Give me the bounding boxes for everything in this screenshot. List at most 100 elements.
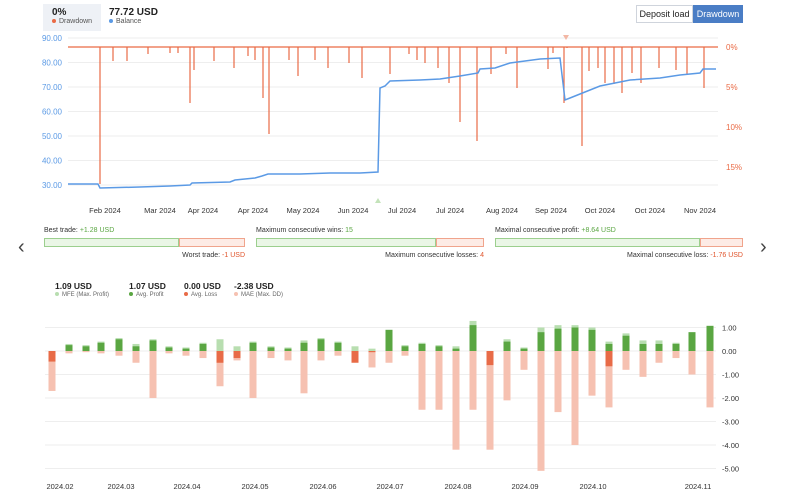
balance-legend: Balance [109,18,141,25]
y-right-tick-label: 15% [726,163,742,172]
worst-trade: Worst trade: -1 USD [180,252,245,259]
loss-bar [605,351,613,367]
loss-bar [368,351,376,353]
mae-bar [486,351,494,450]
x-tick-label: Feb 2024 [89,206,121,215]
drawdown-button[interactable]: Drawdown [693,5,743,23]
mae-bar [655,351,663,363]
profit-bar [520,348,528,351]
x-tick-label: Apr 2024 [238,206,268,215]
y-tick-label: 0.00 [722,347,737,356]
x-tick-label: 2024.04 [173,482,200,491]
profit-bar [165,347,173,351]
drawdown-legend: Drawdown [52,18,92,25]
mae-bar [82,351,90,353]
y-left-tick-label: 30.00 [42,181,63,190]
balance-line [68,57,716,189]
max-consecutive-profit: Maximal consecutive profit: +8.64 USD [495,227,616,234]
mfe-bar [368,348,376,351]
profit-bar [639,343,647,351]
mfe-bar [233,346,241,351]
best-trade: Best trade: +1.28 USD [44,227,114,234]
profit-bar [385,329,393,351]
profit-bar [503,341,511,351]
worst-trade-label: Worst trade: [182,252,221,259]
mfe-legend: MFE (Max. Profit) [55,292,109,298]
x-tick-label: 2024.06 [309,482,336,491]
y-right-tick-label: 0% [726,43,738,52]
profit-bar [65,345,73,351]
mfe-value: 1.09 USD [55,281,92,291]
mfe-label: MFE (Max. Profit) [62,292,110,298]
max-losses-bar [436,238,484,247]
y-left-tick-label: 40.00 [42,157,63,166]
x-tick-label: 2024.02 [46,482,73,491]
x-tick-label: Mar 2024 [144,206,176,215]
avg-loss-dot-icon [184,292,188,297]
profit-bar [182,348,190,351]
x-tick-label: Apr 2024 [188,206,218,215]
deposit-load-button[interactable]: Deposit load [636,5,693,23]
x-tick-label: Oct 2024 [585,206,615,215]
profit-bar [132,346,140,351]
max-loss-value: -1.76 USD [710,252,743,259]
mae-bar [216,351,224,387]
y-tick-label: -5.00 [722,465,739,474]
best-trade-value: +1.28 USD [79,227,115,234]
prev-arrow-icon[interactable]: ‹ [18,236,25,258]
mae-bar [300,351,308,394]
x-tick-label: Jul 2024 [388,206,416,215]
max-loss-bar [700,238,743,247]
loss-bar [216,351,224,363]
x-tick-label: 2024.09 [511,482,538,491]
avg-profit-label: Avg. Profit [136,292,164,298]
mae-bar [571,351,579,445]
profit-bar [401,346,409,351]
x-tick-label: 2024.07 [376,482,403,491]
max-wins-bar [256,238,436,247]
avg-profit-dot-icon [129,292,133,297]
avg-profit-value: 1.07 USD [129,281,166,291]
mae-dot-icon [234,292,238,297]
y-tick-label: -1.00 [722,371,739,380]
best-trade-bar [44,238,179,247]
x-tick-label: 2024.11 [685,482,712,491]
loss-bar [486,351,494,366]
profit-bar [605,343,613,351]
loss-bar [48,351,56,362]
drawdown-dot-icon [52,19,56,24]
profit-bar [655,343,663,351]
drawdown-legend-label: Drawdown [59,18,93,25]
y-left-tick-label: 90.00 [42,34,63,43]
mae-bar [605,351,613,408]
mae-bar [317,351,325,361]
avg-loss-label: Avg. Loss [191,292,218,298]
mae-bar [48,351,56,391]
mae-bar [452,351,460,450]
mae-bar [520,351,528,370]
drawdown-tab[interactable] [43,4,101,31]
mae-bar [199,351,207,359]
balance-dot-icon [109,19,113,24]
y-left-tick-label: 60.00 [42,108,63,117]
profit-bar [571,327,579,351]
profit-bar [267,347,275,351]
mae-bar [385,351,393,363]
mae-bar [97,351,105,354]
profit-bar [418,343,426,351]
mfe-bar [452,346,460,351]
profit-bar [469,325,477,351]
mae-legend: MAE (Max. DD) [234,292,283,298]
x-tick-label: Oct 2024 [635,206,665,215]
mae-bar [469,351,477,410]
mae-bar [537,351,545,471]
mae-bar [132,351,140,363]
profit-bar [435,346,443,351]
max-consecutive-losses: Maximum consecutive losses: 4 [300,252,484,259]
x-tick-label: 2024.03 [107,482,134,491]
next-arrow-icon[interactable]: › [760,236,767,258]
loss-bar [351,351,359,363]
x-tick-label: 2024.08 [444,482,471,491]
max-profit-value: +8.64 USD [581,227,616,234]
